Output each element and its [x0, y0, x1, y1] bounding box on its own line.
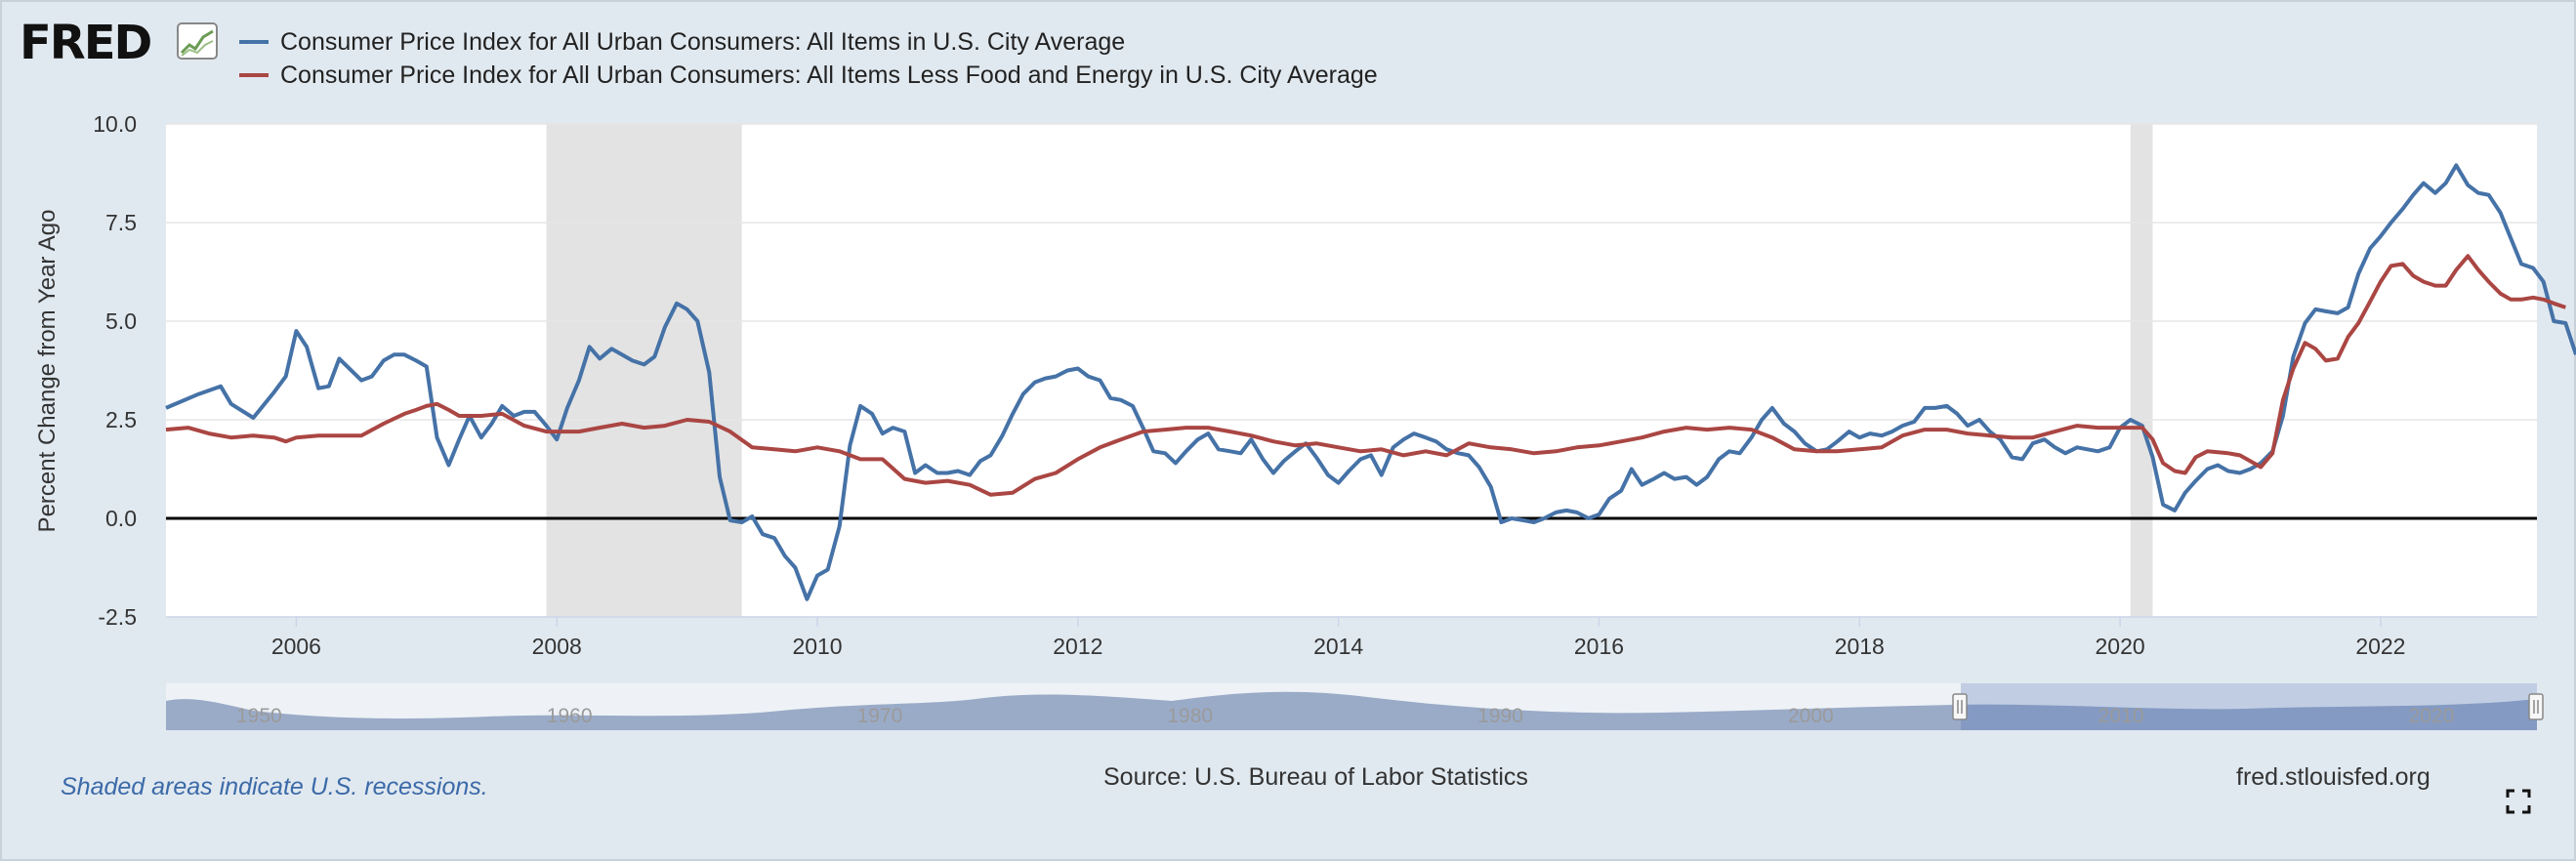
x-tick-label: 2016 — [1574, 634, 1624, 659]
x-axis: 2006 2008 2010 2012 2014 2016 2018 2020 2022 — [166, 616, 2537, 659]
x-tick-label: 2008 — [532, 634, 582, 659]
x-tick-label: 2020 — [2096, 634, 2145, 659]
x-tick-label: 2010 — [792, 634, 842, 659]
fullscreen-icon[interactable] — [2506, 789, 2531, 814]
recession-band-1 — [2130, 124, 2153, 617]
range-navigator[interactable]: 1950 1960 1970 1980 1990 2000 2010 2020 — [166, 683, 2544, 730]
navigator-label: 1980 — [1167, 705, 1213, 727]
navigator-label: 1950 — [236, 705, 282, 727]
recession-band-0 — [546, 124, 742, 617]
y-tick-label: 5.0 — [105, 308, 137, 334]
series-line-cpi-core[interactable] — [165, 254, 2566, 497]
legend-item-cpi-core[interactable]: Consumer Price Index for All Urban Consu… — [239, 59, 1378, 92]
x-tick-label: 2014 — [1313, 634, 1363, 659]
navigator-label: 1970 — [857, 705, 903, 727]
legend-swatch-red — [239, 73, 269, 77]
line-chart: 10.0 7.5 5.0 2.5 0.0 -2.5 2006 2008 2010 2012 201… — [34, 111, 2576, 730]
fred-logo[interactable]: FRED — [20, 14, 225, 73]
legend-label: Consumer Price Index for All Urban Consu… — [280, 61, 1378, 89]
y-axis: 10.0 7.5 5.0 2.5 0.0 -2.5 — [93, 111, 137, 630]
plot-area — [166, 124, 2537, 617]
fred-logo-graphic: FRED — [20, 16, 218, 70]
y-tick-label: 0.0 — [105, 506, 137, 531]
y-tick-label: 7.5 — [105, 210, 137, 235]
y-axis-title: Percent Change from Year Ago — [34, 210, 61, 533]
fred-logo-text: FRED — [20, 16, 151, 68]
x-tick-label: 2012 — [1053, 634, 1102, 659]
y-tick-label: 2.5 — [105, 407, 137, 432]
navigator-handle-right[interactable] — [2528, 693, 2544, 720]
chart-legend: Consumer Price Index for All Urban Consu… — [239, 25, 1378, 92]
navigator-label: 2020 — [2409, 705, 2455, 727]
navigator-area — [166, 691, 2537, 730]
navigator-handle-left[interactable] — [1952, 693, 1968, 720]
legend-swatch-blue — [239, 40, 269, 44]
site-link[interactable]: fred.stlouisfed.org — [2236, 763, 2431, 791]
series-line-cpi-all-items[interactable] — [165, 163, 2576, 601]
navigator-label: 1990 — [1477, 705, 1523, 727]
x-tick-label: 2006 — [271, 634, 321, 659]
fred-chart-icon — [177, 22, 218, 60]
navigator-selection[interactable] — [1961, 683, 2537, 730]
source-text: Source: U.S. Bureau of Labor Statistics — [1103, 763, 1528, 791]
y-tick-label: 10.0 — [93, 111, 137, 137]
recession-note: Shaded areas indicate U.S. recessions. — [61, 773, 488, 800]
navigator-labels: 1950 1960 1970 1980 1990 2000 2010 2020 — [236, 705, 2454, 727]
y-tick-label: -2.5 — [98, 604, 137, 630]
navigator-label: 1960 — [547, 705, 593, 727]
navigator-label: 2000 — [1788, 705, 1834, 727]
series-lines — [165, 163, 2576, 601]
navigator-label: 2010 — [2098, 705, 2144, 727]
legend-label: Consumer Price Index for All Urban Consu… — [280, 27, 1126, 56]
x-tick-label: 2018 — [1835, 634, 1885, 659]
x-tick-label: 2022 — [2355, 634, 2405, 659]
legend-item-cpi-all-items[interactable]: Consumer Price Index for All Urban Consu… — [239, 25, 1378, 59]
